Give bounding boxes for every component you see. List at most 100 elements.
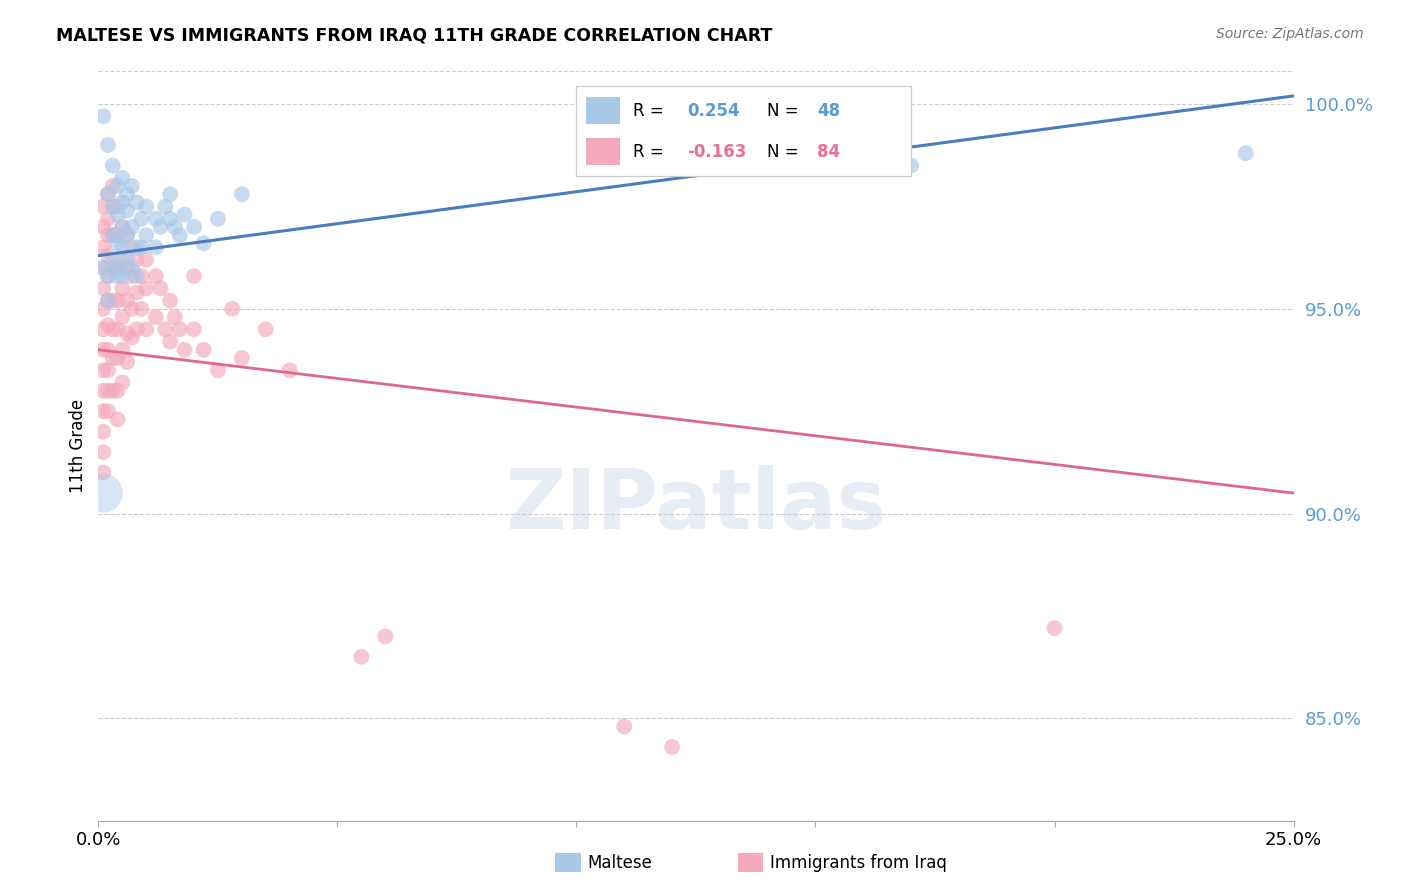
- Point: [115, 293, 138, 308]
- Point: [97, 363, 120, 377]
- Point: [107, 208, 129, 222]
- Point: [1043, 621, 1066, 635]
- Point: [149, 281, 172, 295]
- Point: [111, 269, 134, 284]
- Point: [193, 343, 215, 357]
- Point: [900, 159, 922, 173]
- Point: [91, 445, 114, 459]
- Point: [221, 301, 243, 316]
- Point: [169, 322, 191, 336]
- Point: [159, 187, 181, 202]
- Point: [91, 260, 114, 275]
- Point: [97, 187, 120, 202]
- Point: [115, 355, 138, 369]
- Point: [111, 310, 134, 324]
- Point: [107, 293, 129, 308]
- Point: [101, 384, 124, 398]
- Point: [107, 412, 129, 426]
- Point: [278, 363, 301, 377]
- Point: [193, 236, 215, 251]
- Text: MALTESE VS IMMIGRANTS FROM IRAQ 11TH GRADE CORRELATION CHART: MALTESE VS IMMIGRANTS FROM IRAQ 11TH GRA…: [56, 27, 773, 45]
- Point: [107, 260, 129, 275]
- Point: [107, 199, 129, 213]
- Point: [115, 187, 138, 202]
- Point: [145, 240, 167, 254]
- Point: [97, 293, 120, 308]
- Point: [145, 211, 167, 226]
- Point: [149, 219, 172, 234]
- Point: [121, 240, 143, 254]
- Point: [155, 199, 177, 213]
- Point: [169, 228, 191, 243]
- Point: [111, 219, 134, 234]
- Point: [115, 228, 138, 243]
- Point: [155, 322, 177, 336]
- Point: [121, 179, 143, 194]
- Point: [121, 269, 143, 284]
- Point: [101, 260, 124, 275]
- Point: [101, 199, 124, 213]
- Point: [131, 301, 153, 316]
- Point: [97, 249, 120, 263]
- Point: [115, 252, 138, 267]
- Point: [125, 195, 148, 210]
- Text: Maltese: Maltese: [588, 854, 652, 871]
- Point: [91, 486, 114, 500]
- Point: [91, 404, 114, 418]
- Point: [115, 326, 138, 341]
- Point: [101, 228, 124, 243]
- Point: [111, 252, 134, 267]
- Point: [97, 269, 120, 284]
- Point: [97, 293, 120, 308]
- Point: [107, 384, 129, 398]
- Point: [125, 269, 148, 284]
- Point: [111, 219, 134, 234]
- Point: [101, 179, 124, 194]
- Point: [91, 301, 114, 316]
- Point: [374, 629, 396, 643]
- Point: [101, 351, 124, 365]
- Point: [111, 170, 134, 185]
- Point: [207, 211, 229, 226]
- Point: [107, 236, 129, 251]
- Point: [101, 293, 124, 308]
- Point: [125, 322, 148, 336]
- Point: [163, 310, 186, 324]
- Point: [231, 351, 253, 365]
- Point: [97, 187, 120, 202]
- Point: [91, 322, 114, 336]
- Point: [91, 363, 114, 377]
- Point: [125, 240, 148, 254]
- Text: Immigrants from Iraq: Immigrants from Iraq: [770, 854, 948, 871]
- Point: [163, 219, 186, 234]
- Point: [125, 252, 148, 267]
- Point: [115, 260, 138, 275]
- Point: [613, 719, 636, 733]
- Point: [91, 199, 114, 213]
- Point: [91, 240, 114, 254]
- Y-axis label: 11th Grade: 11th Grade: [69, 399, 87, 493]
- Point: [350, 649, 373, 664]
- Point: [97, 384, 120, 398]
- Point: [91, 384, 114, 398]
- Point: [145, 310, 167, 324]
- Point: [111, 343, 134, 357]
- Point: [131, 211, 153, 226]
- Point: [91, 281, 114, 295]
- Point: [121, 301, 143, 316]
- Point: [115, 203, 138, 218]
- Point: [97, 138, 120, 153]
- Point: [661, 739, 683, 754]
- Point: [135, 199, 157, 213]
- Point: [145, 269, 167, 284]
- Point: [183, 219, 205, 234]
- Point: [101, 199, 124, 213]
- Point: [97, 404, 120, 418]
- Point: [97, 228, 120, 243]
- Point: [91, 219, 114, 234]
- Point: [101, 159, 124, 173]
- Point: [183, 322, 205, 336]
- Point: [97, 211, 120, 226]
- Point: [111, 195, 134, 210]
- Point: [135, 252, 157, 267]
